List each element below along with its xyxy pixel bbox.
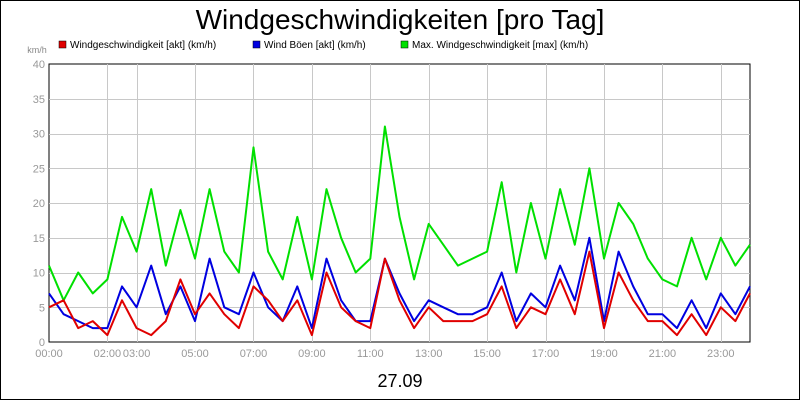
y-tick-label: 10: [33, 268, 45, 280]
x-tick-label: 03:00: [123, 348, 151, 360]
legend-item-1: Wind Böen [akt] (km/h): [252, 40, 366, 51]
x-tick-label: 02:00: [94, 348, 122, 360]
x-tick-label: 21:00: [649, 348, 677, 360]
legend-label: Max. Windgeschwindigkeit [max] (km/h): [412, 40, 588, 51]
grid-lines: [49, 64, 750, 342]
y-tick-label: 0: [39, 337, 45, 349]
x-axis-date-label: 27.09: [377, 371, 422, 391]
x-tick-label: 11:00: [357, 348, 384, 360]
x-tick-labels: 00:00 02:00 03:00 05:00 07:00 09:00 11:00 13:00…: [35, 348, 734, 360]
x-tick-label: 07:00: [240, 348, 268, 360]
series-line-2: [48, 125, 751, 302]
series-lines: [48, 125, 751, 337]
y-tick-label: 15: [33, 233, 45, 245]
x-tick-label: 19:00: [590, 348, 618, 360]
x-tick-label: 15:00: [473, 348, 501, 360]
y-tick-label: 25: [33, 163, 45, 175]
legend: Windgeschwindigkeit [akt] (km/h) Wind Böe…: [58, 40, 588, 51]
legend-item-2: Max. Windgeschwindigkeit [max] (km/h): [400, 40, 588, 51]
x-tick-label: 05:00: [181, 348, 209, 360]
y-tick-label: 20: [33, 198, 45, 210]
legend-swatch: [252, 40, 261, 49]
x-tick-label: 13:00: [415, 348, 443, 360]
legend-item-0: Windgeschwindigkeit [akt] (km/h): [58, 40, 216, 51]
y-tick-labels: 0 5 10 15 20 25 30 35 40: [33, 59, 45, 349]
series-line-1: [48, 236, 751, 330]
legend-label: Wind Böen [akt] (km/h): [264, 40, 366, 51]
y-axis-unit-label: km/h: [27, 45, 47, 55]
x-tick-label: 09:00: [298, 348, 326, 360]
legend-swatch: [58, 40, 67, 49]
x-tick-label: 23:00: [707, 348, 735, 360]
y-tick-label: 30: [33, 129, 45, 141]
legend-swatch: [400, 40, 409, 49]
chart-title: Windgeschwindigkeiten [pro Tag]: [196, 4, 605, 35]
x-tick-label: 00:00: [35, 348, 63, 360]
y-tick-label: 35: [33, 94, 45, 106]
series-line-0: [48, 250, 751, 337]
y-tick-label: 40: [33, 59, 45, 71]
x-tick-label: 17:00: [532, 348, 560, 360]
legend-label: Windgeschwindigkeit [akt] (km/h): [70, 40, 216, 51]
y-tick-label: 5: [39, 302, 45, 314]
